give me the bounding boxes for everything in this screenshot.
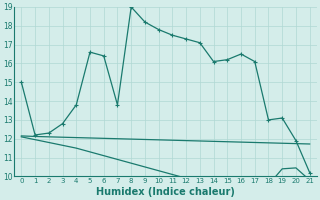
X-axis label: Humidex (Indice chaleur): Humidex (Indice chaleur) xyxy=(96,187,235,197)
